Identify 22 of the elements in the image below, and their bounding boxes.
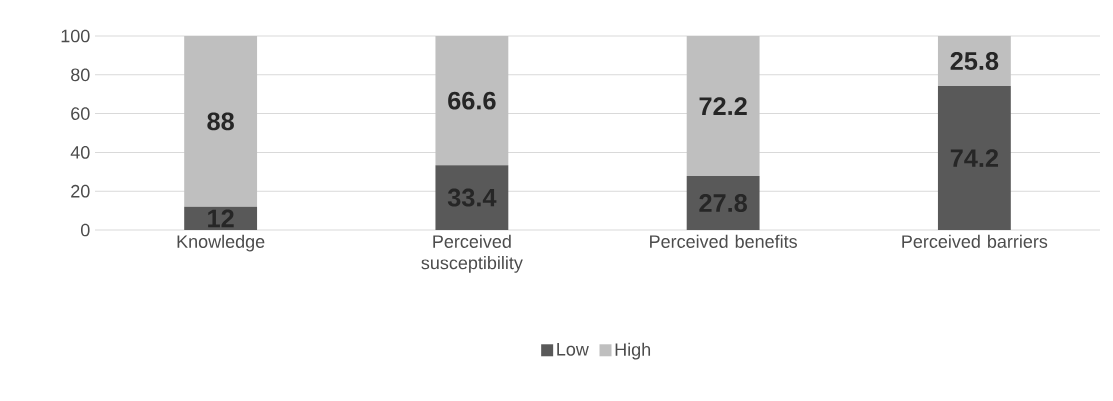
x-tick-label: Knowledge xyxy=(177,234,265,252)
y-tick-label: 80 xyxy=(71,68,90,82)
bar xyxy=(686,176,760,230)
bar xyxy=(184,36,258,207)
x-tick-label: Perceived barriers xyxy=(902,234,1048,248)
y-tick-label: 40 xyxy=(70,146,90,159)
data-label: 66.6 xyxy=(448,91,496,110)
x-tick-label: Perceived benefits xyxy=(650,234,797,248)
y-tick-label: 60 xyxy=(71,107,90,120)
x-tick-label: Perceived susceptibility xyxy=(421,234,523,273)
data-label: 88 xyxy=(207,112,234,131)
y-tick-label: 0 xyxy=(81,223,90,237)
data-label: 72.2 xyxy=(699,97,747,115)
y-tick-label: 100 xyxy=(61,29,90,43)
bar xyxy=(937,86,1011,230)
data-label: 25.8 xyxy=(950,52,999,70)
legend-label: Low xyxy=(557,343,589,356)
legend-label: High xyxy=(615,342,651,360)
y-tick-label: 20 xyxy=(71,184,90,198)
bar xyxy=(435,165,509,230)
bar xyxy=(435,36,509,166)
bar xyxy=(686,36,760,177)
